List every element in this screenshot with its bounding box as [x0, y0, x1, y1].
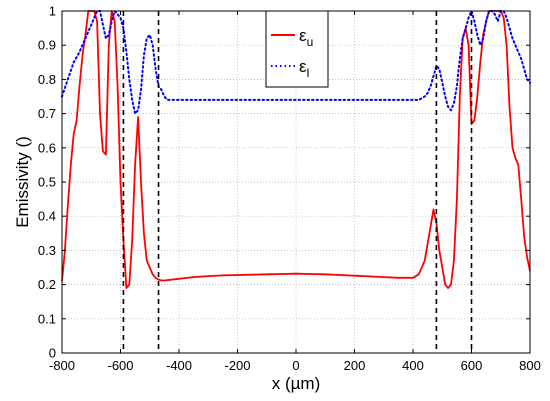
series-line-eps-l — [61, 10, 531, 115]
series-line-eps-u — [61, 10, 531, 289]
y-tick-label: 0.7 — [38, 106, 56, 121]
legend-label-eps-u-main: ε — [299, 26, 307, 45]
y-tick-label: 0.6 — [38, 140, 56, 155]
axis-ticks — [61, 10, 531, 354]
x-tick-label: -800 — [49, 358, 75, 373]
x-tick-label: 0 — [292, 358, 299, 373]
y-tick-label: 0.5 — [38, 175, 56, 190]
y-tick-label: 0.8 — [38, 72, 56, 87]
x-tick-label: 400 — [402, 358, 424, 373]
x-tick-label: 600 — [461, 358, 483, 373]
series-layer — [61, 10, 531, 289]
y-tick-label: 0.3 — [38, 243, 56, 258]
y-tick-label: 0.1 — [38, 311, 56, 326]
x-tick-label: -600 — [107, 358, 133, 373]
legend-label-eps-u-sub: u — [307, 35, 314, 49]
y-tick-label: 1 — [49, 4, 56, 19]
y-tick-label: 0.4 — [38, 209, 56, 224]
legend-label-eps-l-sub: l — [307, 66, 310, 80]
y-tick-label: 0.2 — [38, 277, 56, 292]
legend-label-eps-l-main: ε — [299, 57, 307, 76]
legend-label-eps-u: εu — [299, 26, 313, 49]
x-tick-label: 200 — [344, 358, 366, 373]
x-tick-labels: -800 -600 -400 -200 0 200 400 600 800 — [49, 358, 541, 373]
x-tick-label: -400 — [166, 358, 192, 373]
legend-label-eps-l: εl — [299, 57, 309, 80]
y-tick-label: 0.9 — [38, 38, 56, 53]
x-tick-label: 800 — [519, 358, 541, 373]
vertical-markers — [122, 11, 473, 353]
legend: εu εl — [265, 10, 329, 88]
x-tick-label: -200 — [224, 358, 250, 373]
legend-box — [265, 10, 329, 88]
y-tick-label: 0 — [49, 346, 56, 361]
y-axis-label: Emissivity () — [13, 136, 32, 228]
y-tick-labels: 0 0.1 0.2 0.3 0.4 0.5 0.6 0.7 0.8 0.9 1 — [38, 4, 56, 361]
x-axis-label: x (µm) — [272, 374, 321, 393]
